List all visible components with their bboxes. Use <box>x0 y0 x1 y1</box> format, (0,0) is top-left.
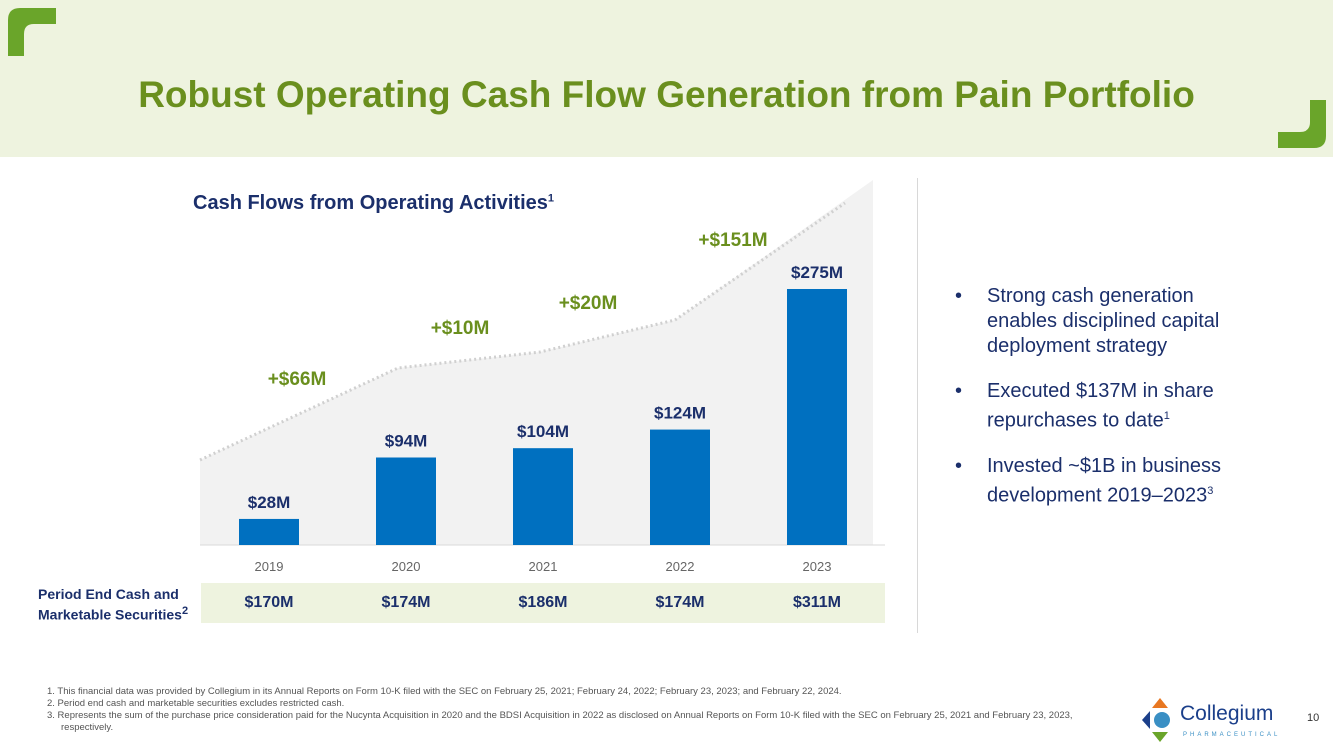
cash-value-2023: $311M <box>792 594 842 611</box>
trend-arrow-line <box>199 201 846 462</box>
bullet-list: • Strong cash generation enables discipli… <box>955 284 1255 528</box>
increment-label: +$151M <box>698 230 767 251</box>
bar-2023 <box>787 289 847 545</box>
corner-decoration-bottom-right <box>1278 100 1326 148</box>
footnotes: 1. This financial data was provided by C… <box>47 686 1127 734</box>
page-number: 10 <box>1307 712 1320 724</box>
footnote: 1. This financial data was provided by C… <box>47 686 842 697</box>
bullet-item: • Executed $137M in share repurchases to … <box>955 380 1214 432</box>
increment-label: +$20M <box>559 293 618 314</box>
cash-value-2019: $170M <box>244 594 294 611</box>
collegium-logo-icon <box>1142 698 1170 742</box>
chart-title: Cash Flows from Operating Activities1 <box>193 192 555 214</box>
bullet-item: • Strong cash generation enables discipli… <box>955 285 1220 357</box>
page-title: Robust Operating Cash Flow Generation fr… <box>138 74 1195 115</box>
data-label: $275M <box>791 263 843 282</box>
cash-value-2022: $174M <box>655 594 705 611</box>
data-label: $94M <box>385 431 428 450</box>
data-label: $28M <box>248 493 291 512</box>
bar-2021 <box>513 448 573 545</box>
x-tick-label: 2019 <box>255 559 284 574</box>
cash-value-2020: $174M <box>381 594 431 611</box>
footnote: 2. Period end cash and marketable securi… <box>47 698 345 709</box>
corner-decoration-top-left <box>8 8 56 56</box>
cash-value-2021: $186M <box>518 594 568 611</box>
bar-chart: +$66M +$10M +$20M +$151M $28M 2019 $94M 2020 $10… <box>199 180 885 574</box>
cash-row: $170M $174M $186M $174M $311M <box>201 583 885 623</box>
divider <box>917 178 918 633</box>
footnote: 3. Represents the sum of the purchase pr… <box>47 710 1073 733</box>
x-tick-label: 2021 <box>529 559 558 574</box>
x-tick-label: 2022 <box>666 559 695 574</box>
cash-row-label: Period End Cash and Marketable Securitie… <box>38 586 189 623</box>
increment-label: +$66M <box>268 369 327 390</box>
bullet-item: • Invested ~$1B in business development 2… <box>955 454 1222 507</box>
data-label: $124M <box>654 404 706 423</box>
bar-2020 <box>376 457 436 545</box>
increment-label: +$10M <box>431 318 490 339</box>
x-tick-label: 2020 <box>392 559 421 574</box>
logo-name: Collegium <box>1180 702 1274 725</box>
x-tick-label: 2023 <box>803 559 832 574</box>
bar-2022 <box>650 429 710 545</box>
bar-2019 <box>239 518 299 545</box>
data-label: $104M <box>517 422 569 441</box>
header-band <box>0 0 1333 157</box>
logo-subtitle: PHARMACEUTICAL <box>1183 732 1281 738</box>
